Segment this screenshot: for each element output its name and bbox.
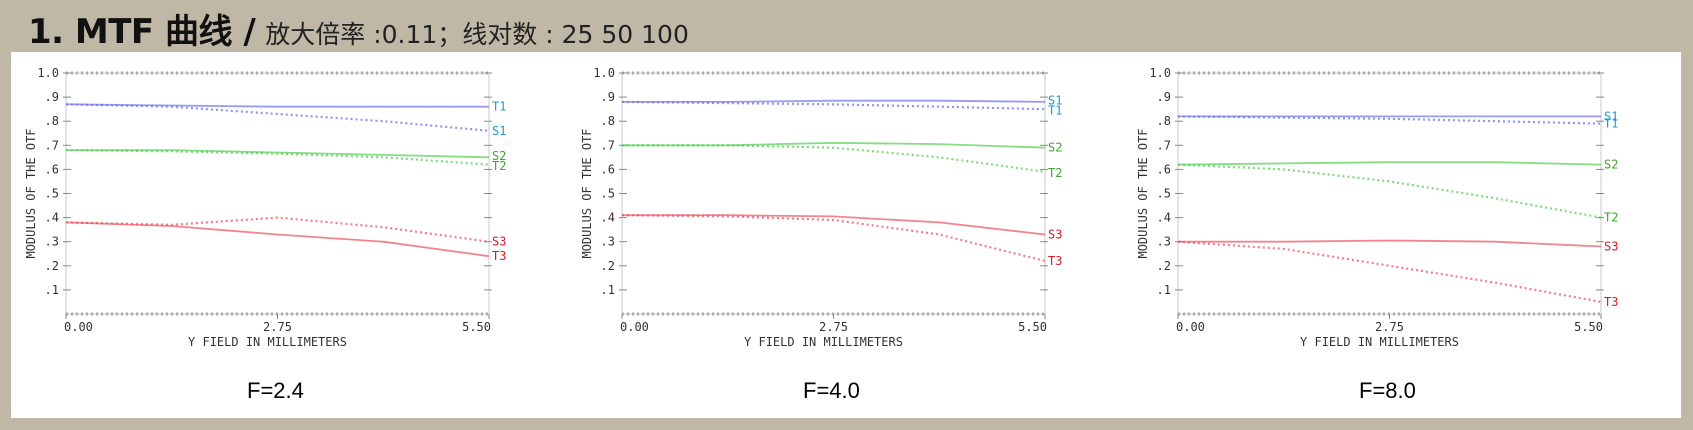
y-tick-label: .2 <box>601 259 615 273</box>
series-label-S3: S3 <box>492 235 506 249</box>
series-label-S3: S3 <box>1048 227 1062 241</box>
y-tick-label: .3 <box>601 235 615 249</box>
series-line-T2 <box>1177 163 1602 219</box>
series-label-T1: T1 <box>1604 117 1618 131</box>
y-tick-label: .6 <box>601 162 615 176</box>
series-line-S1 <box>622 99 1046 103</box>
series-label-S2: S2 <box>492 149 506 163</box>
y-axis-title: MODULUS OF THE OTF <box>580 128 594 258</box>
x-axis-title: Y FIELD IN MILLIMETERS <box>188 335 347 349</box>
y-tick-label: .2 <box>1157 259 1171 273</box>
x-axis-title: Y FIELD IN MILLIMETERS <box>1300 335 1459 349</box>
y-tick-label: .8 <box>1157 114 1171 128</box>
x-tick-label: 0.00 <box>620 320 649 334</box>
series-label-S1: S1 <box>1048 94 1062 108</box>
y-tick-label: 1.0 <box>1149 66 1171 80</box>
y-tick-label: .1 <box>1157 283 1171 297</box>
y-tick-label: .7 <box>1157 138 1171 152</box>
y-tick-label: 1.0 <box>593 66 615 80</box>
series-line-S3 <box>65 216 490 243</box>
y-axis-title: MODULUS OF THE OTF <box>1136 128 1150 258</box>
series-label-T2: T2 <box>1604 211 1618 225</box>
x-tick-label: 0.00 <box>64 320 93 334</box>
page-title: 1. MTF 曲线 / <box>28 12 256 52</box>
y-tick-label: .8 <box>601 114 615 128</box>
series-label-S1: S1 <box>1604 109 1618 123</box>
mtf-chart-3: .1 .2 .3 .4 .5 .6 .7 .8 .9 1.0 0.00 2.75 5.50 Y FIELD… <box>1123 52 1679 418</box>
y-tick-label: .4 <box>1157 211 1171 225</box>
series-label-T1: T1 <box>492 100 506 114</box>
x-tick-label: 2.75 <box>819 320 848 334</box>
plot-frame <box>65 72 490 315</box>
mtf-chart-1-svg: .1 .2 .3 .4 .5 .6 .7 .8 .9 1.0 0.00 2.75 5.50 Y FIELD… <box>24 66 506 349</box>
series-label-T2: T2 <box>1048 166 1062 180</box>
y-tick-label: .9 <box>601 90 615 104</box>
page-header: 1. MTF 曲线 / 放大倍率 :0.11；线对数 : 25 50 100 <box>28 4 689 52</box>
x-tick-label: 5.50 <box>462 320 491 334</box>
series-line-T2 <box>65 149 490 166</box>
series-line-T3 <box>1177 240 1602 303</box>
series-line-T3 <box>65 221 490 258</box>
series-label-T3: T3 <box>1604 295 1618 309</box>
x-tick-label: 2.75 <box>263 320 292 334</box>
y-tick-label: .4 <box>601 211 615 225</box>
series-line-S3 <box>622 214 1046 236</box>
series-line-T1 <box>65 103 489 108</box>
y-tick-label: .9 <box>45 90 59 104</box>
x-axis-title: Y FIELD IN MILLIMETERS <box>744 335 903 349</box>
plot-frame <box>621 72 1046 315</box>
plot-frame <box>1177 72 1602 315</box>
chart-1-title: F=2.4 <box>247 378 304 403</box>
x-tick-label: 0.00 <box>1176 320 1205 334</box>
y-tick-label: .6 <box>1157 162 1171 176</box>
mtf-chart-1: .1 .2 .3 .4 .5 .6 .7 .8 .9 1.0 0.00 2.75 5.50 Y FIELD… <box>11 52 567 418</box>
y-tick-label: .1 <box>45 283 59 297</box>
mtf-chart-3-svg: .1 .2 .3 .4 .5 .6 .7 .8 .9 1.0 0.00 2.75 5.50 Y FIELD… <box>1136 66 1618 349</box>
y-tick-label: .5 <box>45 187 59 201</box>
series-label-S2: S2 <box>1604 158 1618 172</box>
series-line-T3 <box>621 214 1046 263</box>
mtf-chart-2-svg: .1 .2 .3 .4 .5 .6 .7 .8 .9 1.0 0.00 2.75 5.50 Y FIELD… <box>580 66 1062 349</box>
y-tick-label: .4 <box>45 211 59 225</box>
series-line-S2 <box>1177 161 1602 166</box>
y-tick-label: .7 <box>601 138 615 152</box>
y-tick-label: .3 <box>1157 235 1171 249</box>
y-tick-label: .5 <box>1157 187 1171 201</box>
x-tick-label: 5.50 <box>1018 320 1047 334</box>
y-axis-title: MODULUS OF THE OTF <box>24 128 38 258</box>
y-tick-label: .8 <box>45 114 59 128</box>
series-line-S3 <box>1178 239 1602 248</box>
y-tick-label: .5 <box>601 187 615 201</box>
series-line-T1 <box>621 100 1046 111</box>
series-label-S1: S1 <box>492 124 506 138</box>
mtf-panel: .1 .2 .3 .4 .5 .6 .7 .8 .9 1.0 0.00 2.75 5.50 Y FIELD… <box>11 52 1681 418</box>
chart-2-title: F=4.0 <box>803 378 860 403</box>
y-tick-label: .9 <box>1157 90 1171 104</box>
y-tick-label: .1 <box>601 283 615 297</box>
series-label-T1: T1 <box>1048 103 1062 117</box>
series-label-T3: T3 <box>1048 254 1062 268</box>
series-label-S3: S3 <box>1604 240 1618 254</box>
page-subtitle: 放大倍率 :0.11；线对数 : 25 50 100 <box>265 20 689 49</box>
series-label-S2: S2 <box>1048 141 1062 155</box>
x-tick-label: 2.75 <box>1375 320 1404 334</box>
chart-3-title: F=8.0 <box>1359 378 1416 403</box>
y-tick-label: .2 <box>45 259 59 273</box>
y-tick-label: 1.0 <box>37 66 59 80</box>
y-tick-label: .6 <box>45 162 59 176</box>
y-tick-label: .7 <box>45 138 59 152</box>
x-tick-label: 5.50 <box>1574 320 1603 334</box>
series-label-T3: T3 <box>492 249 506 263</box>
series-label-T2: T2 <box>492 159 506 173</box>
series-line-T2 <box>622 144 1046 173</box>
series-line-T1 <box>1177 115 1602 125</box>
y-tick-label: .3 <box>45 235 59 249</box>
mtf-chart-2: .1 .2 .3 .4 .5 .6 .7 .8 .9 1.0 0.00 2.75 5.50 Y FIELD… <box>567 52 1123 418</box>
series-line-S1 <box>65 103 490 132</box>
